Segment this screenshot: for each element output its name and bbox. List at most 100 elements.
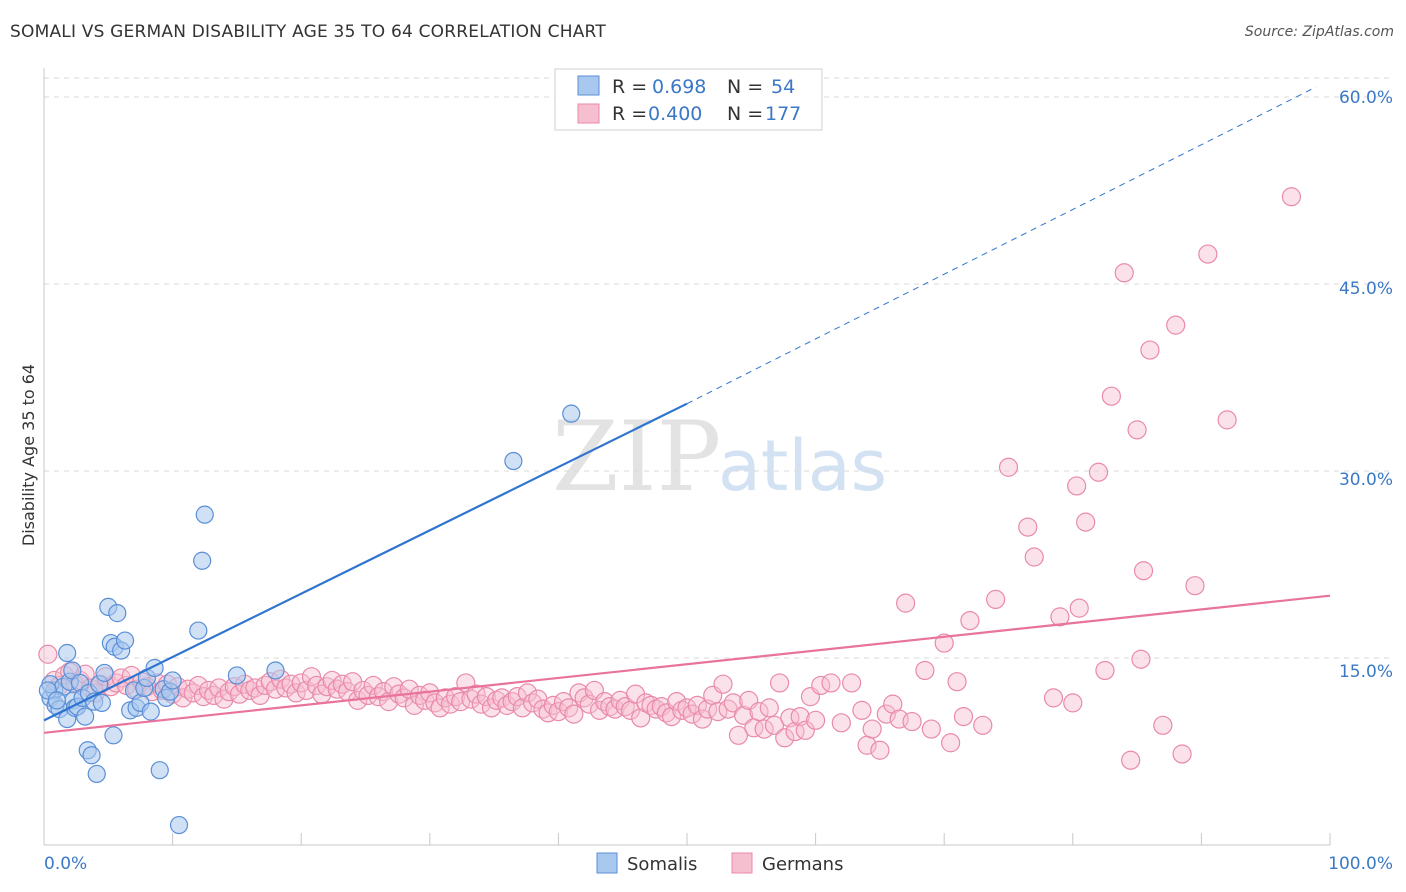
german-point	[641, 695, 661, 715]
german-point	[476, 687, 496, 707]
legend-somali-n-label: N =	[727, 76, 763, 98]
german-point	[265, 679, 286, 699]
somali-point	[193, 551, 212, 570]
german-point	[404, 695, 424, 715]
german-point	[852, 700, 872, 720]
german-point	[947, 672, 967, 692]
german-point	[953, 706, 974, 727]
german-point	[651, 697, 671, 717]
german-point	[1172, 744, 1192, 764]
german-point	[435, 688, 455, 708]
y-tick-label-60: 60.0%	[1339, 88, 1393, 108]
german-point	[764, 715, 785, 735]
x-tick-label-min: 0.0%	[44, 854, 87, 874]
german-point	[1018, 517, 1038, 537]
german-point	[785, 721, 805, 742]
german-point	[430, 698, 450, 718]
german-point	[559, 698, 579, 718]
german-point	[986, 589, 1006, 610]
german-point	[998, 457, 1019, 477]
german-point	[358, 685, 378, 706]
legend-german-n-value: 177	[765, 103, 801, 125]
bottom-legend-german-swatch	[731, 852, 753, 874]
legend-german-swatch	[577, 103, 600, 124]
german-point	[754, 719, 774, 739]
german-point	[523, 693, 543, 713]
german-point	[1185, 576, 1205, 596]
german-point	[915, 660, 935, 681]
bottom-legend-somali-swatch	[596, 852, 618, 874]
legend-german-r-label: R =	[612, 103, 647, 125]
german-point	[1166, 315, 1186, 335]
somali-point	[169, 815, 189, 835]
german-point	[533, 699, 553, 719]
german-point	[713, 674, 733, 694]
german-point	[193, 687, 214, 707]
german-point	[1063, 693, 1083, 713]
german-point	[240, 680, 260, 701]
german-point	[1101, 386, 1121, 406]
german-point	[1069, 598, 1089, 618]
chart-title: SOMALI VS GERMAN DISABILITY AGE 35 TO 64…	[10, 22, 606, 42]
bottom-legend-somali-label: Somalis	[627, 854, 697, 875]
german-point	[574, 688, 594, 708]
german-point	[548, 702, 569, 722]
axes	[43, 68, 1331, 846]
german-point	[661, 706, 682, 727]
german-point	[553, 692, 574, 712]
german-point	[1050, 607, 1070, 627]
watermark-atlas: atlas	[718, 425, 887, 507]
somali-point	[58, 643, 77, 663]
german-point	[517, 683, 538, 703]
german-trend-line	[43, 594, 1331, 734]
german-point	[615, 697, 635, 717]
german-point	[1281, 187, 1302, 207]
legend-somali-n-value: 54	[771, 76, 795, 98]
trend-lines	[43, 86, 1331, 734]
legend-somali-r-label: R =	[612, 76, 647, 98]
german-point	[805, 710, 826, 730]
somali-point	[562, 404, 581, 423]
german-point	[769, 673, 790, 693]
german-point	[1088, 462, 1109, 482]
german-point	[1131, 649, 1151, 669]
german-point	[934, 633, 954, 653]
german-point	[600, 697, 620, 717]
german-point	[831, 713, 851, 733]
german-point	[842, 673, 862, 693]
somali-point	[108, 604, 127, 623]
german-point	[876, 704, 896, 724]
somali-point	[87, 764, 106, 784]
german-point	[178, 679, 198, 699]
german-point	[749, 702, 769, 722]
german-point	[1043, 688, 1064, 708]
german-point	[723, 693, 743, 713]
correlation-legend: R = 0.698 N = 54 R = 0.400 N = 177	[554, 68, 823, 131]
german-point	[1095, 660, 1115, 681]
german-point	[733, 705, 754, 725]
german-point	[276, 678, 296, 698]
german-point	[692, 709, 713, 729]
german-point	[1133, 561, 1154, 581]
somali-trend-line	[43, 402, 688, 722]
y-tick-label-15: 15.0%	[1339, 662, 1393, 682]
somali-point	[150, 761, 169, 780]
german-point	[209, 678, 229, 698]
somali-point	[195, 505, 214, 524]
german-point	[1114, 263, 1134, 283]
german-point	[1121, 750, 1141, 770]
somali-point	[76, 707, 95, 726]
somali-point	[189, 621, 208, 640]
german-point	[1024, 547, 1044, 567]
german-point	[1140, 340, 1160, 360]
somali-point	[82, 746, 101, 765]
german-point	[512, 698, 532, 718]
german-point	[896, 593, 916, 613]
source-label: Source: ZipAtlas.com	[1244, 24, 1394, 40]
y-tick-label-30: 30.0%	[1339, 470, 1393, 490]
german-point	[821, 673, 841, 693]
german-point	[188, 675, 208, 696]
series-legend: Somalis Germans	[596, 852, 843, 875]
german-point	[564, 704, 584, 724]
